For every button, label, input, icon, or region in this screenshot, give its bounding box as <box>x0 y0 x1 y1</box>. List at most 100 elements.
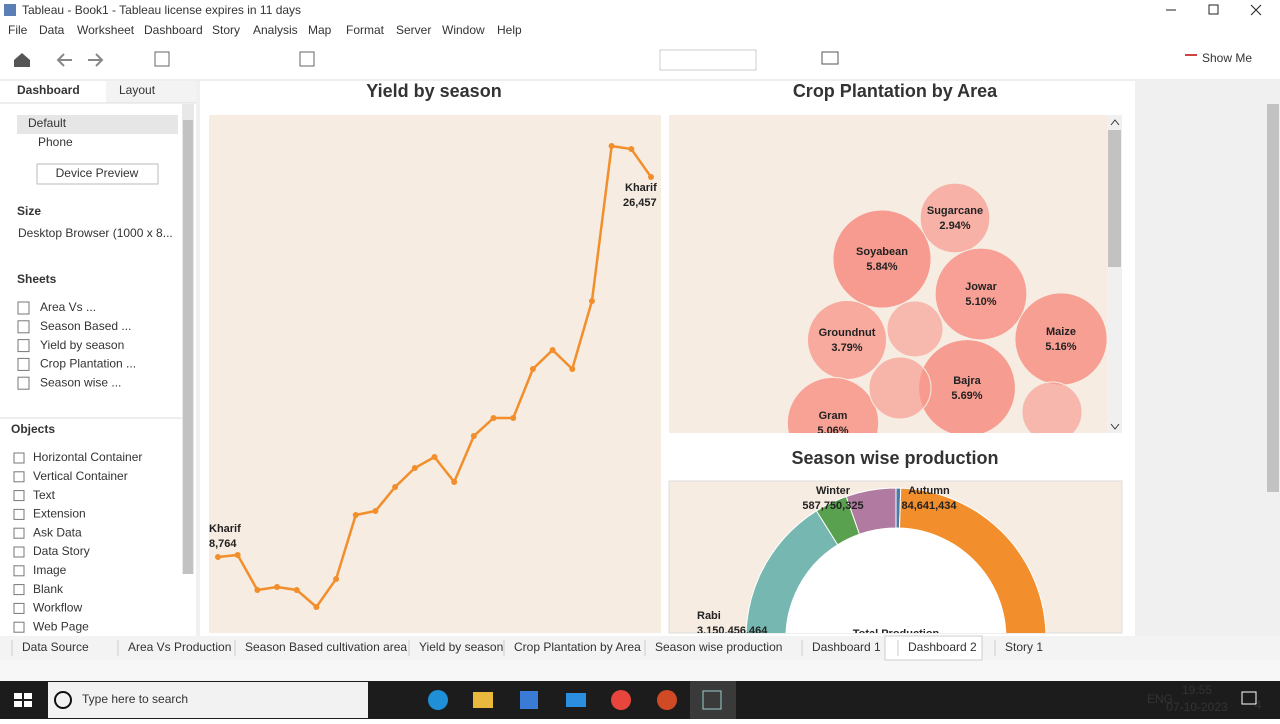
new-sheet-button[interactable] <box>299 51 315 67</box>
search-text[interactable]: Type here to search <box>82 692 188 706</box>
sheet-item[interactable]: Season Based ... <box>40 319 131 333</box>
chart-title: Yield by season <box>366 81 501 101</box>
object-item[interactable]: Image <box>33 563 67 577</box>
device-option[interactable]: Default <box>28 116 67 130</box>
pie-label: Winter <box>816 485 851 497</box>
object-item[interactable]: Extension <box>33 507 86 521</box>
bubble <box>868 356 932 420</box>
store-icon[interactable] <box>520 691 538 709</box>
object-icon <box>13 471 25 483</box>
clock-time[interactable]: 19:55 <box>1182 683 1212 697</box>
panel-scroll-thumb[interactable] <box>183 120 193 574</box>
size-dropdown[interactable]: Desktop Browser (1000 x 8... <box>18 226 173 240</box>
sheet-item[interactable]: Season wise ... <box>40 375 121 389</box>
menu-item[interactable]: Dashboard <box>144 23 203 37</box>
sheet-tab[interactable]: Area Vs Production <box>128 640 231 654</box>
sheet-tab[interactable]: Dashboard 2 <box>908 640 977 654</box>
sheet-tab[interactable]: Season Based cultivation area <box>245 640 407 654</box>
section-heading: Sheets <box>17 272 57 286</box>
line-point <box>274 584 281 591</box>
redo-button[interactable] <box>88 53 104 67</box>
bubble-label: Maize <box>1046 326 1076 338</box>
language[interactable]: ENG <box>1147 692 1173 706</box>
bubble <box>806 299 888 381</box>
object-icon <box>13 508 25 520</box>
menu-item[interactable]: Analysis <box>253 23 298 37</box>
pie-value: 84,641,434 <box>901 500 957 512</box>
sheet-tab[interactable]: Story 1 <box>1005 640 1043 654</box>
line-point <box>608 143 615 149</box>
menu-item[interactable]: Server <box>396 23 431 37</box>
bubble-value: 5.06% <box>817 425 848 437</box>
object-item[interactable]: Ask Data <box>33 525 82 539</box>
menu-item[interactable]: Map <box>308 23 332 37</box>
line-point <box>648 174 654 181</box>
bubble-label: Gram <box>819 410 848 422</box>
show-me[interactable]: Show Me <box>1202 51 1252 65</box>
chrome-icon[interactable] <box>611 690 631 710</box>
bubble <box>886 300 944 358</box>
tableau-task[interactable] <box>690 681 736 719</box>
fit-dropdown[interactable] <box>659 49 757 71</box>
clock-date[interactable]: 07-10-2023 <box>1166 700 1228 714</box>
scroll-down[interactable] <box>1110 423 1120 430</box>
bubble <box>919 182 991 254</box>
bubble <box>918 339 1016 433</box>
explorer-icon[interactable] <box>473 692 493 708</box>
restore-button[interactable] <box>1208 4 1219 15</box>
sheet-item[interactable]: Yield by season <box>40 338 124 352</box>
menu-item[interactable]: File <box>8 23 28 37</box>
menu-item[interactable]: Window <box>442 23 485 37</box>
object-item[interactable]: Text <box>33 488 56 502</box>
menu-item[interactable]: Worksheet <box>77 23 135 37</box>
menu-item[interactable]: Data <box>39 23 65 37</box>
bubble-scroll-thumb[interactable] <box>1108 130 1121 267</box>
menu-item[interactable]: Help <box>497 23 522 37</box>
object-icon <box>13 584 25 596</box>
device-preview-button[interactable] <box>36 163 159 185</box>
bubble <box>786 376 880 433</box>
home-button[interactable] <box>14 53 30 67</box>
powerpoint-icon[interactable] <box>657 690 677 710</box>
edge-icon[interactable] <box>428 690 448 710</box>
search-box[interactable] <box>48 682 368 718</box>
bubble-label: Soyabean <box>856 246 908 258</box>
tableau-icon <box>702 690 722 710</box>
bubble-label: Sugarcane <box>927 205 983 217</box>
sheet-tab[interactable]: Yield by season <box>419 640 503 654</box>
bubble-value: 5.10% <box>965 296 996 308</box>
object-item[interactable]: Vertical Container <box>33 469 128 483</box>
device-preview[interactable]: Device Preview <box>56 166 139 180</box>
object-item[interactable]: Web Page <box>33 619 89 633</box>
search-icon <box>54 691 72 709</box>
object-item[interactable]: Horizontal Container <box>33 450 142 464</box>
start-button[interactable] <box>14 693 32 707</box>
sheet-icon <box>17 320 30 334</box>
undo-button[interactable] <box>56 53 72 67</box>
save-button[interactable] <box>154 51 170 67</box>
sheet-tab[interactable]: Data Source <box>22 640 89 654</box>
chart-title: Crop Plantation by Area <box>793 81 998 101</box>
object-item[interactable]: Workflow <box>33 601 82 615</box>
device-option[interactable]: Phone <box>38 135 73 149</box>
presentation-button[interactable] <box>821 51 839 65</box>
object-item[interactable]: Data Story <box>33 544 90 558</box>
sheet-tab[interactable]: Dashboard 1 <box>812 640 881 654</box>
menu-item[interactable]: Story <box>212 23 240 37</box>
sheet-icon <box>17 301 30 315</box>
mail-icon[interactable] <box>566 693 586 707</box>
close-button[interactable] <box>1250 4 1262 16</box>
sheet-item[interactable]: Crop Plantation ... <box>40 357 136 371</box>
object-item[interactable]: Blank <box>33 582 64 596</box>
sheet-tab[interactable]: Crop Plantation by Area <box>514 640 641 654</box>
menu-item[interactable]: Format <box>346 23 385 37</box>
sheet-item[interactable]: Area Vs ... <box>40 300 96 314</box>
line-point <box>333 575 340 582</box>
panel-tab[interactable]: Dashboard <box>17 83 80 97</box>
sheet-tab[interactable]: Season wise production <box>655 640 782 654</box>
scroll-up[interactable] <box>1110 119 1120 126</box>
canvas-scroll-thumb[interactable] <box>1267 104 1279 492</box>
panel-tab[interactable]: Layout <box>119 83 156 97</box>
notification-icon[interactable] <box>1241 691 1257 705</box>
